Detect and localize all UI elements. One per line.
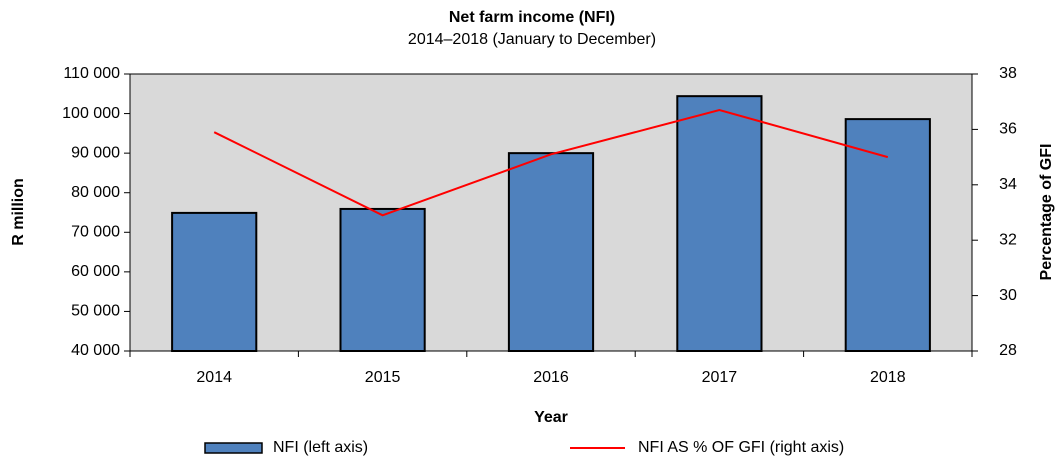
bar [676, 95, 763, 352]
y-tick-label: 50 000 [71, 303, 120, 320]
y-tick-label: 80 000 [71, 184, 120, 201]
y-axis-label: R million [10, 178, 27, 246]
bar [844, 118, 931, 352]
legend-label: NFI (left axis) [273, 439, 368, 456]
y-tick-label: 90 000 [71, 144, 120, 161]
legend-label: NFI AS % OF GFI (right axis) [638, 439, 844, 456]
x-tick-label: 2016 [533, 369, 569, 386]
y-tick-label: 110 000 [63, 65, 120, 82]
y-tick-label: 40 000 [71, 342, 120, 359]
y2-tick-label: 28 [999, 342, 1017, 359]
x-tick-label: 2015 [365, 369, 401, 386]
y2-tick-label: 34 [999, 176, 1017, 193]
y2-tick-label: 38 [999, 65, 1017, 82]
bar [171, 211, 258, 352]
y2-tick-label: 36 [999, 121, 1017, 138]
y2-tick-label: 32 [999, 231, 1017, 248]
chart-subtitle: 2014–2018 (January to December) [408, 31, 656, 48]
x-axis-label: Year [534, 409, 568, 426]
bar [507, 152, 595, 352]
y-tick-label: 60 000 [71, 263, 120, 280]
line [213, 108, 889, 217]
chart-title: Net farm income (NFI) [449, 9, 615, 26]
legend-swatch [204, 442, 263, 454]
y-tick-label: 70 000 [71, 224, 120, 241]
y-tick-label: 100 000 [62, 105, 120, 122]
x-tick-label: 2014 [196, 369, 232, 386]
bar [339, 207, 426, 352]
x-tick-label: 2017 [702, 369, 738, 386]
x-tick-label: 2018 [870, 369, 906, 386]
y2-axis-label: Percentage of GFI [1038, 144, 1055, 281]
y2-tick-label: 30 [999, 287, 1017, 304]
